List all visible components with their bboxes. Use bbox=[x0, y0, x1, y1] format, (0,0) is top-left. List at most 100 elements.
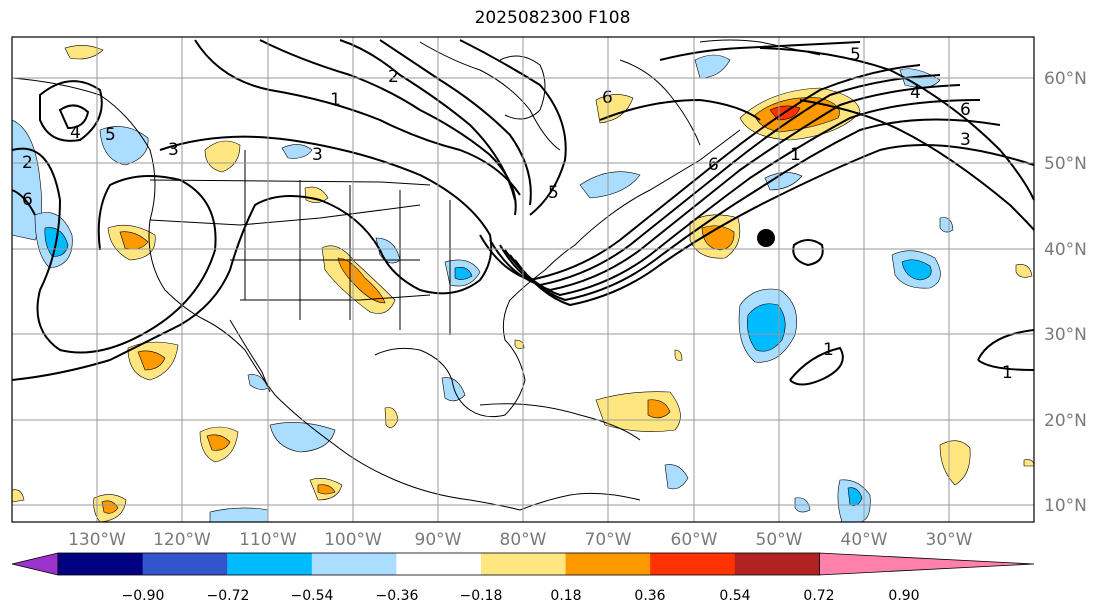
colorbar-tick-label: −0.90 bbox=[122, 588, 165, 604]
south-america-line bbox=[519, 492, 641, 511]
contour-central-1 bbox=[11, 135, 493, 381]
west-coast-line bbox=[11, 77, 521, 511]
blob-pos-19 bbox=[206, 434, 231, 451]
lon-label: 80°W bbox=[500, 530, 547, 550]
blob-pos-23 bbox=[101, 500, 119, 514]
colorbar-extend-high bbox=[819, 552, 1035, 576]
lon-label: 110°W bbox=[239, 530, 297, 550]
latitude-labels: 60°N 50°N 40°N 30°N 20°N 10°N bbox=[1044, 69, 1087, 516]
contour-label: 6 bbox=[708, 155, 719, 175]
lat-label: 30°N bbox=[1044, 325, 1087, 345]
blob-neg-23 bbox=[209, 507, 269, 523]
contour-closed-4 bbox=[789, 346, 844, 386]
contour-label: 5 bbox=[548, 183, 559, 203]
blob-neg-13 bbox=[747, 303, 786, 352]
contour-label: 3 bbox=[312, 145, 323, 165]
colorbar-segment bbox=[227, 553, 313, 575]
contour-label: 4 bbox=[910, 83, 921, 103]
contour-west-1 bbox=[11, 147, 217, 354]
baja-line bbox=[229, 319, 271, 393]
blob-neg-11 bbox=[764, 172, 803, 191]
blob-neg-4 bbox=[99, 126, 149, 166]
contour-label: 5 bbox=[850, 45, 861, 65]
colorbar-segment bbox=[58, 553, 144, 575]
contour-ne-3 bbox=[799, 99, 1035, 231]
contour-ne-4 bbox=[759, 47, 1035, 201]
caribbean-line bbox=[479, 403, 641, 441]
contour-label: 1 bbox=[330, 90, 341, 110]
storm-position-marker bbox=[757, 229, 775, 247]
lon-label: 60°W bbox=[671, 530, 718, 550]
lon-label: 50°W bbox=[756, 530, 803, 550]
contour-north-5 bbox=[459, 39, 567, 216]
colorbar-labels: −0.90 −0.72 −0.54 −0.36 −0.18 0.18 0.36 … bbox=[122, 588, 920, 604]
contour-north-4 bbox=[379, 39, 532, 206]
colorbar-segment bbox=[481, 553, 567, 575]
colorbar-tick-label: 0.54 bbox=[719, 588, 750, 604]
blob-pos-26 bbox=[1015, 264, 1033, 278]
colorbar-tick-label: −0.72 bbox=[207, 588, 250, 604]
contour-lines bbox=[11, 39, 1035, 386]
contour-closed-1 bbox=[39, 80, 103, 142]
blob-neg-15 bbox=[901, 259, 932, 281]
contour-label: 3 bbox=[960, 130, 971, 150]
contour-label: 1 bbox=[823, 340, 834, 360]
contour-ne-2 bbox=[659, 41, 861, 61]
lat-label: 10°N bbox=[1044, 496, 1087, 516]
state-borders bbox=[149, 204, 431, 301]
lat-label: 20°N bbox=[1044, 411, 1087, 431]
lon-label: 90°W bbox=[415, 530, 462, 550]
blob-neg-10 bbox=[694, 54, 731, 79]
blob-pos-15 bbox=[137, 350, 166, 371]
map-frame bbox=[11, 36, 1035, 523]
shaded-anomalies bbox=[11, 45, 1035, 523]
blob-pos-29 bbox=[514, 339, 525, 349]
lat-label: 60°N bbox=[1044, 69, 1087, 89]
colorbar-tick-label: −0.36 bbox=[376, 588, 419, 604]
map-title: 2025082300 F108 bbox=[474, 8, 631, 28]
graticule bbox=[12, 37, 1034, 522]
contour-east-1 bbox=[977, 329, 1035, 371]
blob-pos-4 bbox=[204, 140, 241, 173]
colorbar-tick-label: 0.90 bbox=[888, 588, 919, 604]
contour-closed-2 bbox=[58, 104, 90, 130]
contour-label: 4 bbox=[70, 123, 81, 143]
contour-closed-3 bbox=[792, 239, 824, 267]
colorbar-segment bbox=[650, 553, 736, 575]
colorbar-tick-label: 0.36 bbox=[634, 588, 665, 604]
colorbar-tick-label: −0.54 bbox=[291, 588, 334, 604]
contour-label: 1 bbox=[1002, 363, 1013, 383]
contour-label: 6 bbox=[22, 190, 33, 210]
colorbar-extend-low bbox=[11, 552, 59, 576]
contour-jet-4 bbox=[504, 99, 981, 297]
lon-label: 120°W bbox=[153, 530, 211, 550]
lat-label: 40°N bbox=[1044, 240, 1087, 260]
blob-neg-8 bbox=[454, 267, 473, 280]
blob-pos-17 bbox=[647, 399, 671, 419]
hudson-line bbox=[419, 41, 561, 151]
colorbar bbox=[11, 552, 1035, 576]
colorbar-tick-label: −0.18 bbox=[460, 588, 503, 604]
blob-pos-21 bbox=[317, 484, 336, 495]
blob-pos-28 bbox=[674, 349, 683, 361]
contour-label: 6 bbox=[602, 88, 613, 108]
contour-label: 1 bbox=[790, 145, 801, 165]
blob-neg-9 bbox=[579, 171, 641, 199]
blob-neg-19 bbox=[847, 487, 863, 506]
blob-pos-27 bbox=[11, 489, 25, 503]
lon-label: 100°W bbox=[324, 530, 382, 550]
contour-jet-5 bbox=[509, 118, 1001, 302]
hudson-bay-line bbox=[499, 55, 546, 120]
blob-neg-20 bbox=[269, 422, 336, 453]
colorbar-segment bbox=[396, 553, 482, 575]
contour-jet-6 bbox=[514, 144, 1035, 307]
labrador-line bbox=[619, 59, 701, 146]
blob-pos-25 bbox=[939, 440, 971, 486]
colorbar-segment bbox=[142, 553, 228, 575]
colorbar-segment bbox=[311, 553, 397, 575]
lon-label: 30°W bbox=[926, 530, 973, 550]
blob-neg-22 bbox=[664, 464, 689, 490]
lon-label: 40°W bbox=[841, 530, 888, 550]
us-canada-border bbox=[149, 179, 431, 186]
